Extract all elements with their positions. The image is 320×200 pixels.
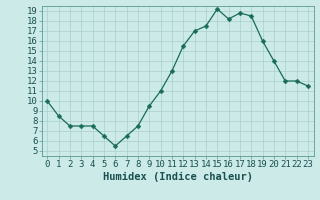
X-axis label: Humidex (Indice chaleur): Humidex (Indice chaleur): [103, 172, 252, 182]
